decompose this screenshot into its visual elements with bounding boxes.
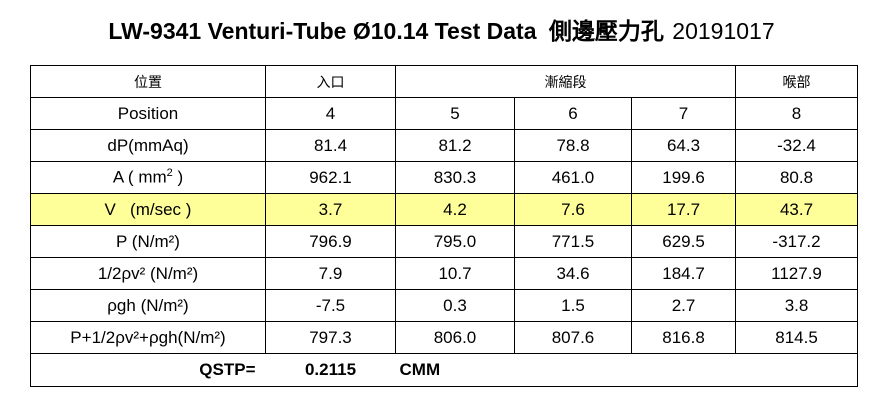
cell: 797.3 (265, 321, 396, 354)
row-label: dP(mmAq) (30, 129, 266, 162)
cell: 199.6 (630, 161, 737, 194)
row-label: ρgh (N/m²) (30, 289, 266, 322)
cell: 81.2 (395, 129, 515, 162)
row-label: 1/2ρv² (N/m²) (30, 257, 266, 290)
row-label-pre: A ( mm (112, 167, 167, 187)
row-label: P+1/2ρv²+ρgh(N/m²) (30, 321, 266, 354)
qstp-unit: CMM (395, 353, 859, 387)
cell: 7.9 (265, 257, 396, 290)
row-label: P (N/m²) (30, 225, 266, 258)
table-row-highlighted: V (m/sec ) 3.7 4.2 7.6 17.7 43.7 (30, 193, 859, 226)
table-row: ρgh (N/m²) -7.5 0.3 1.5 2.7 3.8 (30, 289, 859, 322)
cell: 34.6 (514, 257, 632, 290)
cell: 830.3 (395, 161, 515, 194)
qstp-row: QSTP= 0.2115 CMM (30, 353, 859, 387)
row-label: V (m/sec ) (30, 193, 266, 226)
cell: 814.5 (735, 321, 859, 354)
cell: -317.2 (735, 225, 859, 258)
cell: 771.5 (514, 225, 632, 258)
cell: 6 (514, 97, 632, 130)
header-row: 位置 入口 漸縮段 喉部 (30, 65, 859, 98)
cell: 3.7 (265, 193, 396, 226)
row-label-sup: 2 (166, 167, 173, 180)
header-throat: 喉部 (735, 65, 859, 98)
cell: 64.3 (630, 129, 737, 162)
cell: 1127.9 (735, 257, 859, 290)
cell: -32.4 (735, 129, 859, 162)
cell: 78.8 (514, 129, 632, 162)
cell: 184.7 (630, 257, 737, 290)
cell: 7 (630, 97, 737, 130)
row-label-post: ) (172, 167, 184, 187)
table-row: A ( mm2 ) 962.1 830.3 461.0 199.6 80.8 (30, 161, 859, 194)
table-row: 1/2ρv² (N/m²) 7.9 10.7 34.6 184.7 1127.9 (30, 257, 859, 290)
cell: 816.8 (630, 321, 737, 354)
cell: 7.6 (514, 193, 632, 226)
header-position: 位置 (30, 65, 266, 98)
row-label: Position (30, 97, 266, 130)
cell: 461.0 (514, 161, 632, 194)
cell: 795.0 (395, 225, 515, 258)
title-date: 20191017 (672, 18, 775, 44)
cell: 806.0 (395, 321, 515, 354)
page-title: LW-9341 Venturi-Tube Ø10.14 Test Data 側邊… (0, 12, 883, 46)
row-label: A ( mm2 ) (30, 161, 266, 194)
qstp-label: QSTP= (30, 353, 266, 387)
cell: 80.8 (735, 161, 859, 194)
cell: 0.3 (395, 289, 515, 322)
cell: 3.8 (735, 289, 859, 322)
cell: 10.7 (395, 257, 515, 290)
cell: -7.5 (265, 289, 396, 322)
cell: 807.6 (514, 321, 632, 354)
test-data-table: 位置 入口 漸縮段 喉部 Position 4 5 6 7 8 dP(mmAq)… (30, 65, 859, 387)
cell: 43.7 (735, 193, 859, 226)
cell: 8 (735, 97, 859, 130)
cell: 629.5 (630, 225, 737, 258)
cell: 17.7 (630, 193, 737, 226)
header-inlet: 入口 (265, 65, 396, 98)
table-row: P (N/m²) 796.9 795.0 771.5 629.5 -317.2 (30, 225, 859, 258)
qstp-value: 0.2115 (265, 353, 396, 387)
cell: 5 (395, 97, 515, 130)
title-main: LW-9341 Venturi-Tube Ø10.14 Test Data (108, 18, 537, 44)
table-row: P+1/2ρv²+ρgh(N/m²) 797.3 806.0 807.6 816… (30, 321, 859, 354)
table-row: dP(mmAq) 81.4 81.2 78.8 64.3 -32.4 (30, 129, 859, 162)
cell: 4 (265, 97, 396, 130)
cell: 4.2 (395, 193, 515, 226)
table-row: Position 4 5 6 7 8 (30, 97, 859, 130)
cell: 81.4 (265, 129, 396, 162)
header-taper: 漸縮段 (394, 65, 737, 98)
cell: 796.9 (265, 225, 396, 258)
title-cjk: 側邊壓力孔 (548, 18, 664, 45)
cell: 2.7 (630, 289, 737, 322)
cell: 962.1 (265, 161, 396, 194)
cell: 1.5 (514, 289, 632, 322)
